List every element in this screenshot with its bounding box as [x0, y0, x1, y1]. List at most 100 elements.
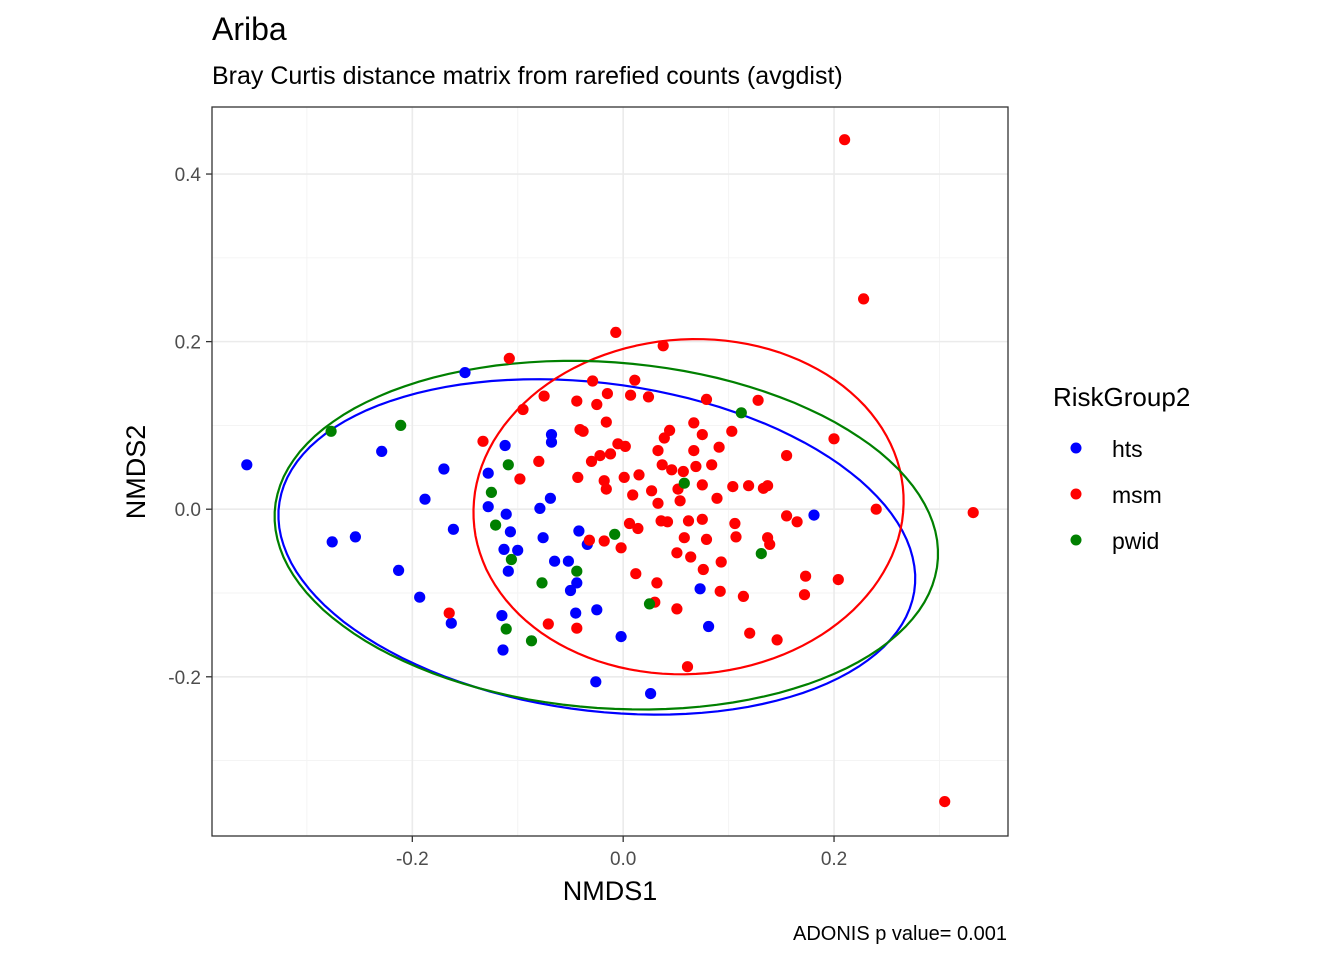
y-tick-label: 0.4 — [175, 165, 202, 186]
point-hts — [571, 577, 583, 589]
point-msm — [572, 471, 584, 483]
point-msm — [771, 634, 783, 646]
legend-label-hts: hts — [1112, 436, 1143, 462]
point-hts — [570, 607, 582, 619]
point-msm — [598, 535, 610, 547]
point-msm — [727, 481, 739, 493]
point-hts — [645, 688, 657, 700]
point-msm — [800, 570, 812, 582]
point-msm — [711, 492, 723, 504]
point-hts — [393, 564, 405, 577]
point-msm — [652, 497, 664, 509]
point-msm — [706, 459, 718, 471]
point-pwid — [505, 553, 517, 566]
point-msm — [651, 577, 663, 589]
point-msm — [832, 574, 844, 586]
point-hts — [496, 610, 508, 622]
confidence-ellipses — [273, 337, 940, 716]
point-msm — [652, 445, 664, 457]
point-msm — [618, 471, 630, 483]
ellipse-msm — [472, 337, 905, 676]
point-msm — [538, 390, 550, 402]
point-msm — [533, 455, 545, 467]
point-hts — [504, 526, 516, 538]
point-msm — [630, 568, 642, 580]
x-tick-label: 0.0 — [610, 849, 636, 870]
point-msm — [656, 459, 668, 471]
point-pwid — [643, 598, 656, 610]
point-msm — [583, 534, 596, 546]
point-hts — [241, 459, 253, 471]
point-hts — [500, 508, 512, 520]
point-msm — [696, 429, 708, 441]
point-msm — [681, 661, 694, 673]
point-hts — [549, 555, 561, 567]
point-msm — [477, 435, 489, 447]
point-pwid — [490, 519, 502, 531]
ellipse-pwid — [273, 359, 940, 711]
adonis-caption: ADONIS p value= 0.001 — [793, 923, 1007, 945]
point-hts — [349, 531, 361, 543]
point-msm — [696, 479, 708, 491]
y-tick-label: 0.0 — [175, 500, 201, 521]
point-msm — [677, 465, 689, 478]
point-msm — [828, 433, 840, 445]
point-hts — [808, 509, 820, 521]
point-msm — [517, 403, 529, 416]
grid-lines — [212, 107, 1008, 836]
point-msm — [939, 796, 951, 808]
point-pwid — [395, 419, 407, 431]
point-hts — [414, 591, 426, 603]
point-hts — [419, 493, 431, 505]
point-pwid — [485, 486, 497, 498]
point-msm — [839, 134, 851, 146]
point-msm — [752, 394, 764, 406]
point-msm — [642, 391, 655, 403]
point-hts — [694, 583, 706, 595]
data-points — [241, 134, 979, 808]
y-axis-ticks: -0.2 0.0 0.2 0.4 — [168, 165, 212, 689]
point-msm — [666, 464, 678, 476]
point-msm — [726, 425, 738, 437]
legend-key-hts — [1070, 442, 1082, 454]
point-pwid — [536, 577, 548, 589]
point-msm — [594, 450, 606, 462]
point-msm — [674, 495, 686, 507]
series-pwid — [325, 407, 767, 647]
point-msm — [514, 473, 526, 485]
y-tick-label: 0.2 — [175, 333, 201, 354]
point-msm — [623, 517, 636, 530]
point-hts — [591, 604, 603, 616]
point-pwid — [525, 635, 538, 647]
point-hts — [438, 463, 450, 475]
point-msm — [685, 551, 697, 563]
point-hts — [502, 565, 514, 577]
point-msm — [743, 480, 755, 492]
legend-title: RiskGroup2 — [1053, 382, 1190, 412]
point-msm — [781, 510, 793, 522]
point-msm — [688, 417, 700, 429]
point-msm — [542, 618, 554, 630]
point-msm — [688, 445, 700, 457]
x-tick-label: -0.2 — [396, 849, 429, 870]
point-hts — [703, 620, 715, 633]
point-msm — [577, 425, 589, 437]
point-hts — [498, 543, 510, 556]
point-msm — [967, 506, 979, 519]
point-hts — [534, 502, 546, 514]
chart-subtitle: Bray Curtis distance matrix from rarefie… — [212, 62, 843, 90]
series-msm — [443, 134, 979, 808]
x-tick-label: 0.2 — [821, 849, 847, 870]
point-msm — [781, 450, 793, 462]
point-pwid — [325, 425, 337, 437]
point-msm — [632, 522, 644, 535]
point-hts — [445, 617, 457, 629]
point-hts — [562, 555, 575, 567]
point-msm — [503, 352, 515, 364]
point-pwid — [571, 565, 583, 577]
point-msm — [697, 563, 709, 576]
point-hts — [482, 501, 494, 513]
point-msm — [587, 375, 599, 387]
point-msm — [696, 513, 708, 525]
